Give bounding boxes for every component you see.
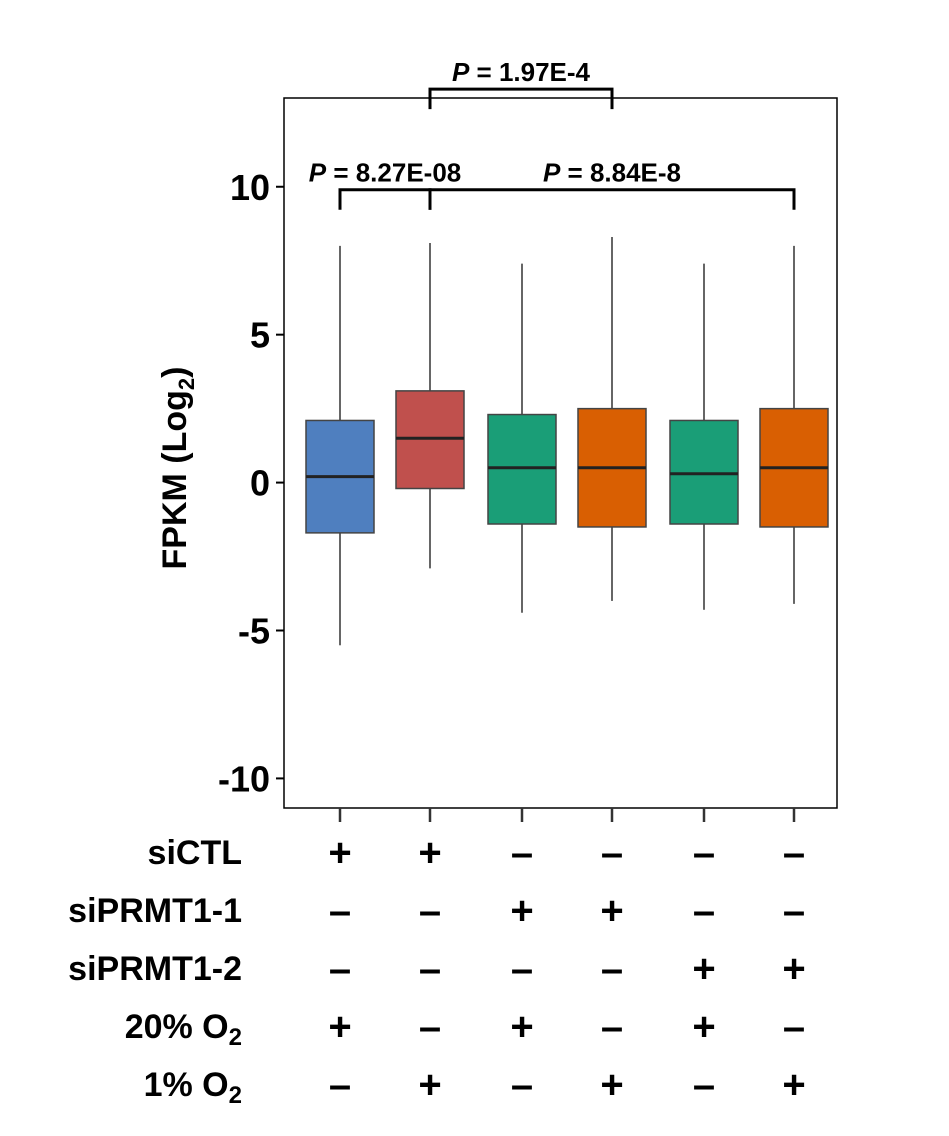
condition-sign: – <box>601 831 623 875</box>
box-group-1 <box>305 245 375 646</box>
condition-sign: + <box>510 889 533 933</box>
condition-sign: + <box>328 1005 351 1049</box>
condition-sign: + <box>418 1063 441 1107</box>
p-value-label: P = 1.97E-4 <box>452 57 591 87</box>
box-group-2 <box>395 242 465 569</box>
box-group-3 <box>487 263 557 613</box>
condition-sign: – <box>419 947 441 991</box>
condition-sign: + <box>328 831 351 875</box>
significance-bracket: P = 1.97E-4 <box>428 57 614 110</box>
condition-sign: – <box>329 947 351 991</box>
condition-sign: + <box>600 1063 623 1107</box>
p-value-label: P = 8.27E-08 <box>309 158 462 188</box>
bracket-line <box>428 188 796 210</box>
box-group-5 <box>669 263 739 610</box>
box-group-4 <box>577 237 647 601</box>
y-tick-label: 5 <box>250 315 270 356</box>
condition-sign: + <box>418 831 441 875</box>
condition-sign: – <box>693 1063 715 1107</box>
condition-sign: – <box>329 889 351 933</box>
condition-row-label: siPRMT1-2 <box>68 950 242 988</box>
y-axis: 10 5 0 -5 -10 <box>218 167 284 799</box>
significance-bracket: P = 8.84E-8 <box>428 158 796 210</box>
condition-sign: – <box>783 831 805 875</box>
y-tick-label: -5 <box>238 611 270 652</box>
condition-sign: – <box>693 831 715 875</box>
y-axis-label: FPKM (Log2) <box>156 367 199 570</box>
condition-table: siCTL + + – – – – siPRMT1-1 – – + + – – siPRMT1-2 – – – – +… <box>68 831 806 1109</box>
box-group-6 <box>759 245 829 604</box>
y-tick-label: -10 <box>218 758 270 799</box>
condition-sign: + <box>510 1005 533 1049</box>
condition-sign: – <box>693 889 715 933</box>
condition-sign: – <box>601 1005 623 1049</box>
y-tick-label: 10 <box>230 167 270 208</box>
condition-sign: – <box>419 1005 441 1049</box>
x-ticks <box>338 808 796 822</box>
condition-sign: – <box>329 1063 351 1107</box>
condition-sign: + <box>782 1063 805 1107</box>
plot-frame <box>283 97 838 809</box>
condition-sign: – <box>511 831 533 875</box>
condition-sign: – <box>511 1063 533 1107</box>
condition-sign: + <box>600 889 623 933</box>
condition-sign: + <box>692 947 715 991</box>
bracket-line <box>428 87 614 110</box>
condition-sign: + <box>692 1005 715 1049</box>
condition-sign: – <box>783 889 805 933</box>
condition-row-label: 1% O2 <box>144 1066 242 1109</box>
condition-sign: – <box>419 889 441 933</box>
condition-sign: – <box>601 947 623 991</box>
boxes <box>305 237 829 646</box>
condition-row-label: 20% O2 <box>125 1008 242 1051</box>
significance-bracket: P = 8.27E-08 <box>309 158 462 210</box>
y-tick-label: 0 <box>250 463 270 504</box>
condition-row-label: siCTL <box>148 834 242 872</box>
condition-row-label: siPRMT1-1 <box>68 892 242 930</box>
p-value-label: P = 8.84E-8 <box>543 158 681 188</box>
condition-sign: – <box>783 1005 805 1049</box>
condition-sign: – <box>511 947 533 991</box>
significance-brackets: P = 8.27E-08 P = 8.84E-8 P = 1.97E-4 <box>309 57 796 210</box>
condition-sign: + <box>782 947 805 991</box>
